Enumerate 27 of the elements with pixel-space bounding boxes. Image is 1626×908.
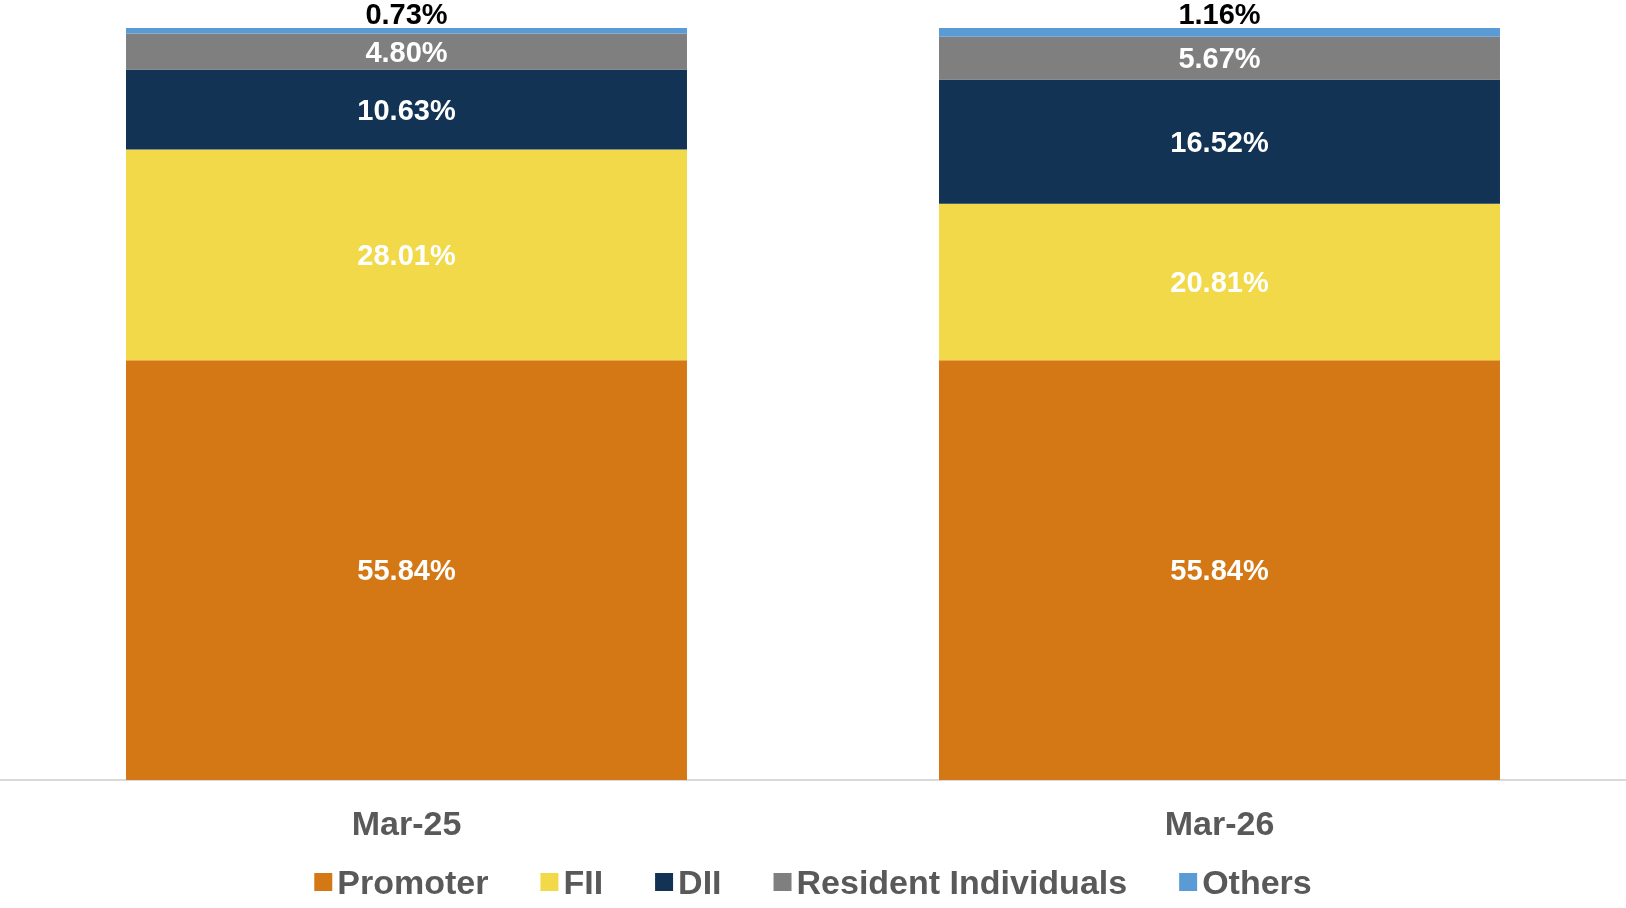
bar <box>939 28 1500 37</box>
data-label: 4.80% <box>365 35 448 68</box>
data-label: 1.16% <box>1178 0 1261 30</box>
bar <box>126 149 687 361</box>
bar <box>939 360 1500 780</box>
data-label: 16.52% <box>1170 125 1269 158</box>
data-label: 20.81% <box>1170 265 1269 298</box>
legend-label: FII <box>563 863 604 901</box>
data-label: 55.84% <box>1170 554 1269 587</box>
data-label: 28.01% <box>357 238 456 271</box>
legend-label: Others <box>1202 863 1312 901</box>
bar <box>126 360 687 780</box>
legend-label: Resident Individuals <box>796 863 1128 901</box>
data-label: 0.73% <box>365 0 448 30</box>
bar <box>939 203 1500 361</box>
x-tick-label: Mar-26 <box>1164 804 1275 842</box>
x-tick-label: Mar-25 <box>351 804 462 842</box>
legend-label: Promoter <box>337 863 489 901</box>
data-label: 10.63% <box>357 93 456 126</box>
legend-label: DII <box>678 863 722 901</box>
bar <box>126 33 687 70</box>
bar <box>939 79 1500 204</box>
bar <box>126 28 687 34</box>
data-label: 5.67% <box>1178 42 1261 75</box>
bar <box>126 69 687 150</box>
data-label: 55.84% <box>357 554 456 587</box>
bar <box>939 36 1500 80</box>
